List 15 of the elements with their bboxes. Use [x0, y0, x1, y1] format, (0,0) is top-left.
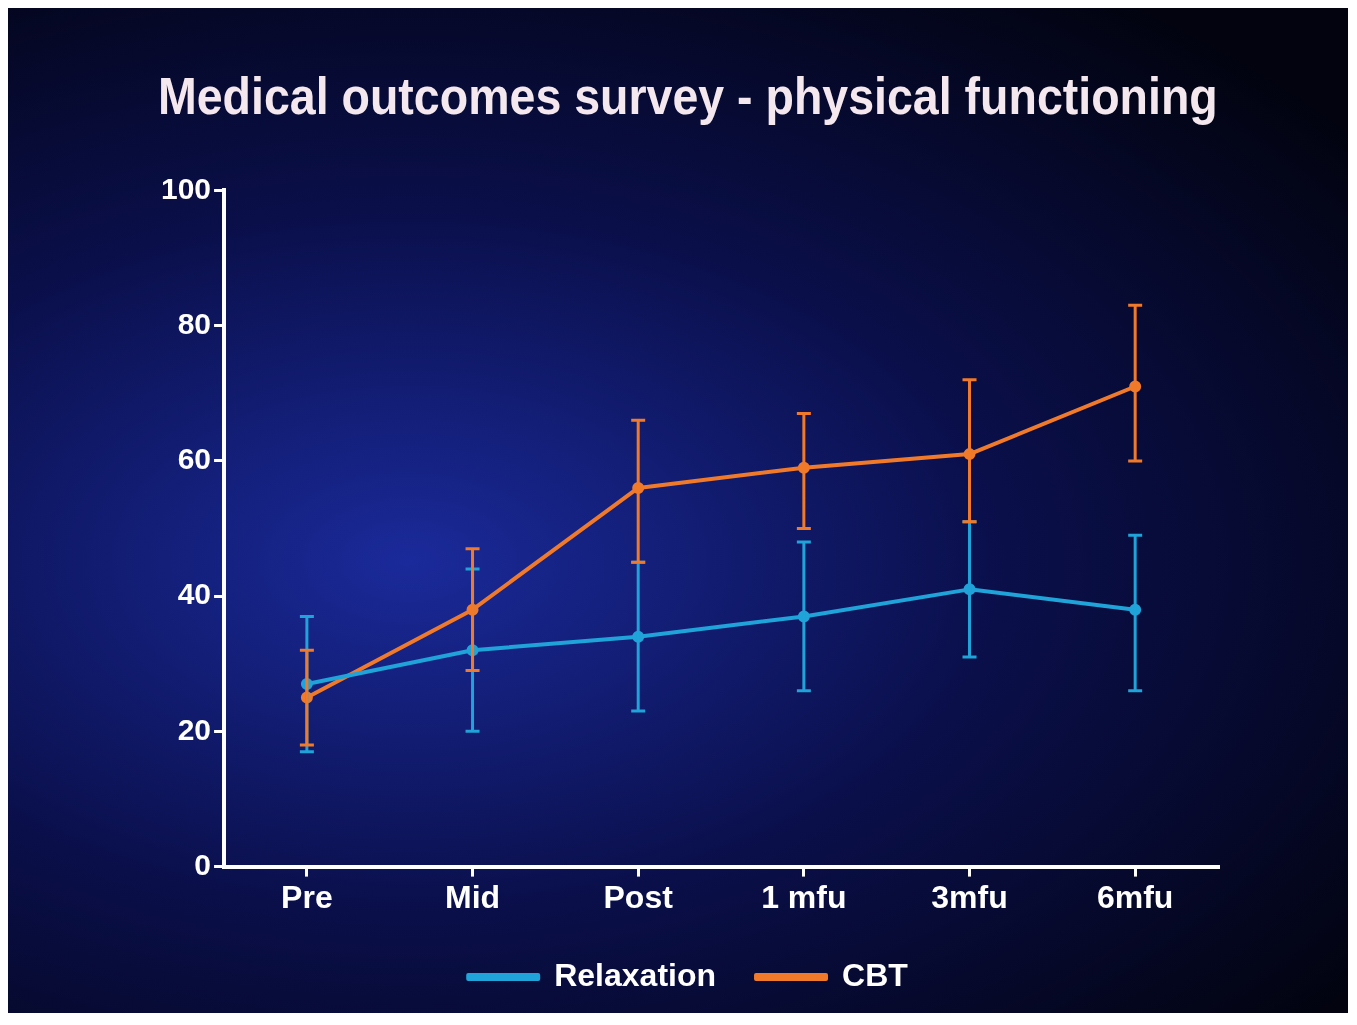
y-tick-label: 60 [177, 442, 212, 476]
chart-title: Medical outcomes survey - physical functioning [158, 66, 1218, 125]
x-tick-label: 6mfu [1096, 878, 1174, 915]
x-tick-label: Post [603, 878, 674, 915]
y-tick-label: 0 [194, 847, 212, 881]
x-tick-label: Pre [281, 878, 333, 915]
x-tick-label: 3mfu [931, 878, 1008, 915]
legend-label: Relaxation [554, 956, 717, 993]
x-tick-label: Mid [444, 878, 501, 915]
y-tick-label: 100 [160, 171, 212, 205]
y-tick-label: 40 [177, 577, 212, 611]
x-tick-label: 1 mfu [761, 878, 847, 915]
y-tick-label: 80 [177, 306, 212, 340]
y-tick-label: 20 [177, 712, 212, 746]
legend-label: CBT [842, 956, 909, 993]
